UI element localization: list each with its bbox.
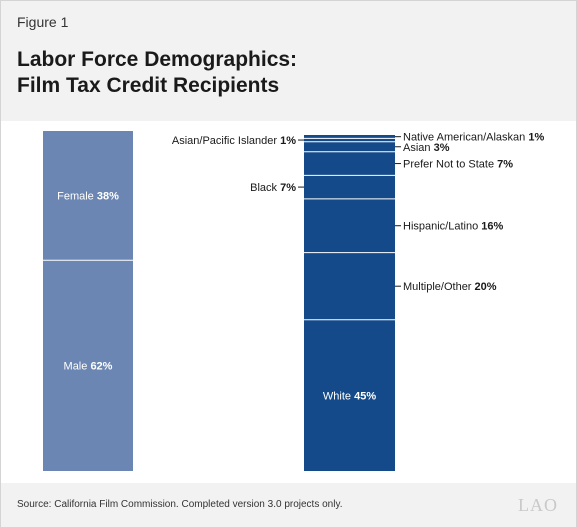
gender-label-male-value: 62% — [90, 361, 112, 373]
race-label-black-value: 7% — [280, 182, 296, 194]
race-label-white-name: White — [323, 390, 354, 402]
race-label-asian-pacific-islander-name: Asian/Pacific Islander — [172, 135, 280, 147]
race-label-hispanic-latino-name: Hispanic/Latino — [403, 221, 481, 233]
race-label-black: Black 7% — [250, 182, 296, 194]
race-bar-asian — [304, 141, 395, 152]
race-bar-native-american-alaskan — [304, 135, 395, 139]
race-label-asian: Asian 3% — [403, 142, 450, 154]
race-label-prefer-not-to-state: Prefer Not to State 7% — [403, 159, 513, 171]
race-label-hispanic-latino: Hispanic/Latino 16% — [403, 221, 504, 233]
source-note: Source: California Film Commission. Comp… — [17, 499, 343, 510]
race-label-native-american-alaskan-name: Native American/Alaskan — [403, 132, 528, 144]
race-label-prefer-not-to-state-name: Prefer Not to State — [403, 159, 497, 171]
race-bar-multiple-other — [304, 252, 395, 320]
race-label-asian-pacific-islander-value: 1% — [280, 135, 296, 147]
figure-label: Figure 1 — [17, 14, 69, 30]
race-bar-black — [304, 175, 395, 199]
chart-title-line-1: Labor Force Demographics: — [17, 48, 298, 71]
stacked-bar-charts: Female 38% Male 62% Native American/Alaska… — [43, 131, 544, 471]
gender-label-female-name: Female — [57, 191, 97, 203]
lao-logo: LAO — [518, 495, 558, 515]
race-label-prefer-not-to-state-value: 7% — [497, 159, 513, 171]
race-label-native-american-alaskan-value: 1% — [528, 132, 544, 144]
race-bar-asian-pacific-islander — [304, 138, 395, 142]
chart-title-line-2: Film Tax Credit Recipients — [17, 74, 280, 97]
race-bar-white — [304, 319, 395, 471]
race-label-multiple-other-name: Multiple/Other — [403, 281, 475, 293]
figure-header: Figure 1 Labor Force Demographics: Film … — [1, 1, 576, 121]
gender-label-female: Female 38% — [57, 191, 119, 203]
gender-label-male-name: Male — [64, 361, 91, 373]
gender-label-female-value: 38% — [97, 191, 119, 203]
chart-title: Labor Force Demographics: Film Tax Credi… — [17, 47, 297, 99]
race-label-asian-name: Asian — [403, 142, 434, 154]
race-label-asian-value: 3% — [434, 142, 450, 154]
race-bar-hispanic-latino — [304, 198, 395, 253]
figure-footer: Source: California Film Commission. Comp… — [1, 483, 576, 527]
race-label-multiple-other-value: 20% — [475, 281, 497, 293]
gender-label-male: Male 62% — [64, 361, 113, 373]
race-label-multiple-other: Multiple/Other 20% — [403, 281, 497, 293]
gender-bar-male — [43, 260, 133, 471]
race-bar-prefer-not-to-state — [304, 151, 395, 176]
race-label-black-name: Black — [250, 182, 280, 194]
plot-area: Female 38% Male 62% Native American/Alaska… — [1, 121, 576, 483]
race-label-asian-pacific-islander: Asian/Pacific Islander 1% — [172, 135, 296, 147]
gender-bar-female — [43, 131, 133, 261]
race-label-white: White 45% — [323, 390, 376, 402]
race-label-hispanic-latino-value: 16% — [481, 221, 503, 233]
race-label-native-american-alaskan: Native American/Alaskan 1% — [403, 132, 544, 144]
race-label-white-value: 45% — [354, 390, 376, 402]
